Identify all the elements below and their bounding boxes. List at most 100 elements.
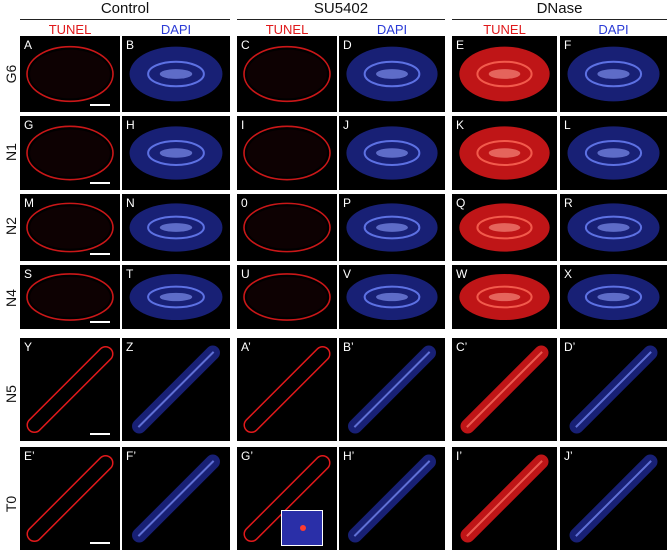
embryo-image [460, 454, 549, 543]
panel-letter: B [126, 38, 135, 52]
panel-letter: I’ [456, 449, 462, 463]
inset-zoom-image [281, 510, 323, 546]
panel-letter: J [343, 118, 349, 132]
tunel-micrograph: U [237, 265, 337, 329]
row-label-n4: N4 [3, 289, 19, 307]
embryo-image [567, 126, 660, 180]
scale-bar [90, 253, 110, 255]
dapi-micrograph: H’ [339, 447, 445, 550]
tunel-micrograph: 0 [237, 194, 337, 261]
embryo-image [26, 345, 114, 434]
dapi-micrograph: F’ [122, 447, 230, 550]
panel-letter: E’ [24, 449, 35, 463]
group-title-dnase: DNase [536, 0, 583, 17]
tunel-micrograph: E [452, 36, 557, 112]
tunel-micrograph: W [452, 265, 557, 329]
embryo-image [26, 273, 114, 321]
scale-bar [90, 433, 110, 435]
scale-bar [90, 321, 110, 323]
panel-letter: L [564, 118, 571, 132]
panel-letter: G’ [241, 449, 253, 463]
embryo-image [569, 454, 658, 543]
stain-label-tunel: TUNEL [48, 22, 92, 37]
scale-bar [90, 182, 110, 184]
panel-letter: V [343, 267, 352, 281]
embryo-image [243, 273, 331, 321]
embryo-image [26, 45, 114, 103]
panel-letter: N [126, 196, 135, 210]
stain-label-dapi: DAPI [598, 22, 629, 37]
scale-bar [90, 104, 110, 106]
embryo-image [26, 202, 114, 253]
panel-letter: H’ [343, 449, 355, 463]
row-label-t0: T0 [3, 495, 19, 513]
panel-letter: F’ [126, 449, 136, 463]
panel-letter: T [126, 267, 134, 281]
dapi-micrograph: D [339, 36, 445, 112]
embryo-image [567, 273, 660, 321]
embryo-image [459, 203, 550, 252]
tunel-micrograph: A [20, 36, 120, 112]
dapi-micrograph: J [339, 116, 445, 190]
tunel-micrograph: Y [20, 338, 120, 441]
panel-letter: R [564, 196, 573, 210]
embryo-image [459, 273, 550, 321]
dapi-micrograph: B [122, 36, 230, 112]
tunel-micrograph: G [20, 116, 120, 190]
embryo-image [243, 345, 331, 434]
embryo-image [243, 125, 331, 181]
embryo-image [459, 46, 550, 102]
stain-label-tunel: TUNEL [265, 22, 309, 37]
embryo-image [132, 454, 220, 543]
panel-letter: S [24, 267, 33, 281]
embryo-image [346, 126, 438, 180]
dapi-micrograph: X [560, 265, 667, 329]
group-title-control: Control [100, 0, 150, 17]
panel-letter: W [456, 267, 468, 281]
panel-letter: J’ [564, 449, 573, 463]
panel-letter: 0 [241, 196, 248, 210]
panel-letter: G [24, 118, 34, 132]
tunel-micrograph: A’ [237, 338, 337, 441]
group-underline-su5402 [237, 19, 445, 20]
panel-letter: Z [126, 340, 134, 354]
embryo-image [132, 345, 220, 434]
embryo-image [460, 345, 549, 434]
embryo-image [348, 345, 436, 434]
dapi-micrograph: D’ [560, 338, 667, 441]
row-label-n5: N5 [3, 385, 19, 403]
embryo-image [346, 203, 438, 252]
panel-letter: C’ [456, 340, 468, 354]
dapi-micrograph: V [339, 265, 445, 329]
panel-letter: Q [456, 196, 466, 210]
panel-letter: Y [24, 340, 33, 354]
tunel-micrograph: G’ [237, 447, 337, 550]
embryo-image [129, 126, 223, 180]
group-underline-dnase [452, 19, 667, 20]
group-underline-control [20, 19, 230, 20]
stain-label-tunel: TUNEL [483, 22, 526, 37]
tunel-micrograph: E’ [20, 447, 120, 550]
dapi-micrograph: F [560, 36, 667, 112]
panel-letter: I [241, 118, 245, 132]
tunel-micrograph: K [452, 116, 557, 190]
tunel-micrograph: C’ [452, 338, 557, 441]
panel-letter: E [456, 38, 465, 52]
dapi-micrograph: H [122, 116, 230, 190]
tunel-micrograph: I’ [452, 447, 557, 550]
embryo-image [129, 46, 223, 102]
dapi-micrograph: J’ [560, 447, 667, 550]
panel-letter: M [24, 196, 34, 210]
panel-letter: H [126, 118, 135, 132]
dapi-micrograph: L [560, 116, 667, 190]
panel-letter: B’ [343, 340, 354, 354]
embryo-image [569, 345, 658, 434]
tunel-micrograph: C [237, 36, 337, 112]
panel-letter: A [24, 38, 33, 52]
panel-letter: U [241, 267, 250, 281]
dapi-micrograph: Z [122, 338, 230, 441]
tunel-micrograph: I [237, 116, 337, 190]
embryo-image [26, 454, 114, 543]
tunel-micrograph: S [20, 265, 120, 329]
embryo-image [243, 454, 331, 543]
